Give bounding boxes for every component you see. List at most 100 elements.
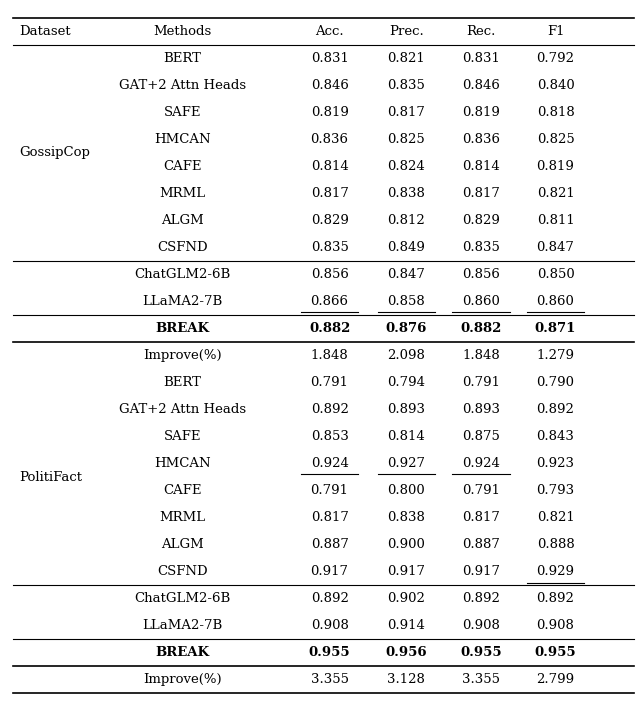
Text: 0.819: 0.819 <box>536 160 575 172</box>
Text: 0.836: 0.836 <box>462 133 500 146</box>
Text: 0.956: 0.956 <box>385 646 428 660</box>
Text: 0.818: 0.818 <box>537 106 574 119</box>
Text: 0.819: 0.819 <box>462 106 500 119</box>
Text: ALGM: ALGM <box>161 539 204 551</box>
Text: 0.900: 0.900 <box>387 539 426 551</box>
Text: BREAK: BREAK <box>156 646 209 660</box>
Text: BREAK: BREAK <box>156 322 209 335</box>
Text: 0.860: 0.860 <box>536 295 575 308</box>
Text: 0.892: 0.892 <box>536 592 575 605</box>
Text: PolitiFact: PolitiFact <box>19 471 82 484</box>
Text: 0.790: 0.790 <box>536 376 575 389</box>
Text: 0.871: 0.871 <box>535 322 576 335</box>
Text: CAFE: CAFE <box>163 484 202 497</box>
Text: 2.098: 2.098 <box>387 349 426 362</box>
Text: 0.824: 0.824 <box>388 160 425 172</box>
Text: 0.791: 0.791 <box>462 376 500 389</box>
Text: 0.846: 0.846 <box>310 79 349 92</box>
Text: 0.846: 0.846 <box>462 79 500 92</box>
Text: 0.875: 0.875 <box>462 430 500 443</box>
Text: Dataset: Dataset <box>19 25 71 37</box>
Text: 1.848: 1.848 <box>463 349 500 362</box>
Text: 0.860: 0.860 <box>462 295 500 308</box>
Text: 0.924: 0.924 <box>462 457 500 470</box>
Text: SAFE: SAFE <box>164 430 201 443</box>
Text: GAT+2 Attn Heads: GAT+2 Attn Heads <box>119 403 246 416</box>
Text: 0.882: 0.882 <box>309 322 350 335</box>
Text: 0.917: 0.917 <box>462 565 500 578</box>
Text: 0.847: 0.847 <box>387 268 426 281</box>
Text: ALGM: ALGM <box>161 214 204 227</box>
Text: 0.800: 0.800 <box>388 484 425 497</box>
Text: 0.829: 0.829 <box>310 214 349 227</box>
Text: 0.794: 0.794 <box>387 376 426 389</box>
Text: 3.355: 3.355 <box>462 674 500 686</box>
Text: HMCAN: HMCAN <box>154 457 211 470</box>
Text: 0.829: 0.829 <box>462 214 500 227</box>
Text: 0.792: 0.792 <box>536 51 575 65</box>
Text: 0.840: 0.840 <box>537 79 574 92</box>
Text: CSFND: CSFND <box>157 565 208 578</box>
Text: 0.836: 0.836 <box>310 133 349 146</box>
Text: 0.831: 0.831 <box>310 51 349 65</box>
Text: 0.819: 0.819 <box>310 106 349 119</box>
Text: 0.858: 0.858 <box>388 295 425 308</box>
Text: 0.838: 0.838 <box>387 511 426 524</box>
Text: 0.927: 0.927 <box>387 457 426 470</box>
Text: 0.856: 0.856 <box>310 268 349 281</box>
Text: 0.887: 0.887 <box>310 539 349 551</box>
Text: 0.923: 0.923 <box>536 457 575 470</box>
Text: 1.848: 1.848 <box>311 349 348 362</box>
Text: 0.831: 0.831 <box>462 51 500 65</box>
Text: LLaMA2-7B: LLaMA2-7B <box>142 295 223 308</box>
Text: 0.817: 0.817 <box>462 187 500 200</box>
Text: 0.888: 0.888 <box>537 539 574 551</box>
Text: Prec.: Prec. <box>389 25 424 37</box>
Text: Acc.: Acc. <box>316 25 344 37</box>
Text: 0.892: 0.892 <box>310 592 349 605</box>
Text: 0.893: 0.893 <box>462 403 500 416</box>
Text: MRML: MRML <box>159 511 205 524</box>
Text: 2.799: 2.799 <box>536 674 575 686</box>
Text: 0.856: 0.856 <box>462 268 500 281</box>
Text: 0.791: 0.791 <box>310 484 349 497</box>
Text: 0.838: 0.838 <box>387 187 426 200</box>
Text: GAT+2 Attn Heads: GAT+2 Attn Heads <box>119 79 246 92</box>
Text: 0.821: 0.821 <box>537 187 574 200</box>
Text: 0.811: 0.811 <box>537 214 574 227</box>
Text: ChatGLM2-6B: ChatGLM2-6B <box>134 592 230 605</box>
Text: 0.908: 0.908 <box>536 620 575 632</box>
Text: 0.893: 0.893 <box>387 403 426 416</box>
Text: 3.355: 3.355 <box>310 674 349 686</box>
Text: 0.817: 0.817 <box>387 106 426 119</box>
Text: BERT: BERT <box>163 51 202 65</box>
Text: 0.791: 0.791 <box>462 484 500 497</box>
Text: ChatGLM2-6B: ChatGLM2-6B <box>134 268 230 281</box>
Text: 0.955: 0.955 <box>534 646 577 660</box>
Text: 0.835: 0.835 <box>387 79 426 92</box>
Text: 1.279: 1.279 <box>536 349 575 362</box>
Text: CSFND: CSFND <box>157 241 208 254</box>
Text: 0.917: 0.917 <box>310 565 349 578</box>
Text: SAFE: SAFE <box>164 106 201 119</box>
Text: 0.791: 0.791 <box>310 376 349 389</box>
Text: 0.955: 0.955 <box>308 646 351 660</box>
Text: Improve(%): Improve(%) <box>143 349 221 362</box>
Text: 0.914: 0.914 <box>387 620 426 632</box>
Text: BERT: BERT <box>163 376 202 389</box>
Text: Rec.: Rec. <box>467 25 496 37</box>
Text: 0.917: 0.917 <box>387 565 426 578</box>
Text: 0.892: 0.892 <box>536 403 575 416</box>
Text: 0.882: 0.882 <box>461 322 502 335</box>
Text: 0.847: 0.847 <box>536 241 575 254</box>
Text: CAFE: CAFE <box>163 160 202 172</box>
Text: 0.817: 0.817 <box>310 511 349 524</box>
Text: 0.793: 0.793 <box>536 484 575 497</box>
Text: 0.892: 0.892 <box>462 592 500 605</box>
Text: 0.821: 0.821 <box>537 511 574 524</box>
Text: 0.812: 0.812 <box>388 214 425 227</box>
Text: GossipCop: GossipCop <box>19 146 90 159</box>
Text: 0.924: 0.924 <box>310 457 349 470</box>
Text: 0.892: 0.892 <box>310 403 349 416</box>
Text: 0.814: 0.814 <box>463 160 500 172</box>
